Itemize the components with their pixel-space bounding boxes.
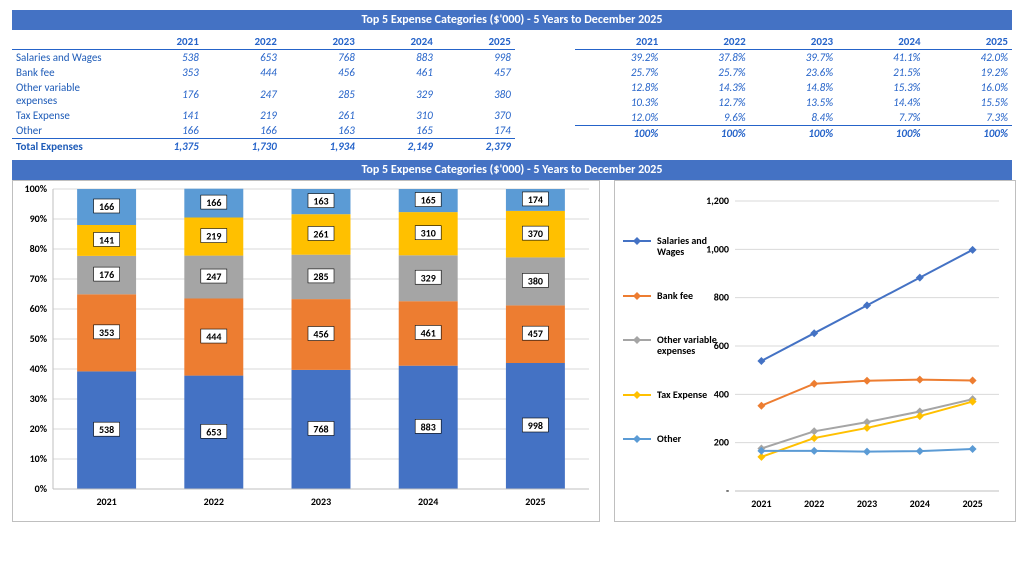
svg-text:400: 400 [714,387,729,400]
svg-text:310: 310 [421,227,436,240]
charts-title: Top 5 Expense Categories ($'000) - 5 Yea… [12,160,1012,180]
svg-text:219: 219 [206,230,221,243]
svg-text:165: 165 [421,194,436,207]
table-row: Salaries and Wages538653768883998 [12,50,515,66]
svg-text:2023: 2023 [311,495,331,508]
svg-text:2021: 2021 [751,497,771,510]
svg-text:60%: 60% [30,302,48,315]
svg-text:Tax Expense: Tax Expense [657,388,707,401]
svg-text:800: 800 [714,291,729,304]
svg-text:370: 370 [528,227,543,240]
table-row: 12.8%14.3%14.8%15.3%16.0% [575,80,1012,95]
svg-text:30%: 30% [30,392,48,405]
table-row: 25.7%25.7%23.6%21.5%19.2% [575,65,1012,80]
svg-text:166: 166 [206,196,221,209]
svg-text:Wages: Wages [657,245,684,258]
svg-text:100%: 100% [25,182,48,195]
table-row: 10.3%12.7%13.5%14.4%15.5% [575,95,1012,110]
table-row: Tax Expense141219261310370 [12,108,515,123]
svg-text:538: 538 [99,423,114,436]
svg-text:90%: 90% [30,212,48,225]
svg-text:2025: 2025 [525,495,545,508]
svg-text:768: 768 [313,422,328,435]
table-row: Bank fee353444456461457 [12,65,515,80]
svg-text:261: 261 [313,227,328,240]
svg-text:40%: 40% [30,362,48,375]
svg-text:166: 166 [99,200,114,213]
summary-tables: 20212022202320242025 Salaries and Wages5… [12,34,1012,154]
svg-text:2022: 2022 [204,495,224,508]
table-row: 12.0%9.6%8.4%7.7%7.3% [575,110,1012,126]
svg-text:2025: 2025 [962,497,982,510]
svg-text:2021: 2021 [96,495,116,508]
svg-text:247: 247 [206,270,221,283]
table-row: 39.2%37.8%39.7%41.1%42.0% [575,50,1012,66]
table-row: Other166166163165174 [12,123,515,139]
svg-text:Other: Other [657,432,682,445]
svg-text:1,000: 1,000 [706,242,729,255]
table-total-row: Total Expenses1,3751,7301,9342,1492,379 [12,139,515,155]
svg-text:380: 380 [528,274,543,287]
svg-text:353: 353 [99,326,114,339]
values-table: 20212022202320242025 Salaries and Wages5… [12,34,515,154]
svg-text:163: 163 [313,195,328,208]
svg-text:2023: 2023 [857,497,877,510]
svg-text:0%: 0% [35,482,48,495]
svg-text:329: 329 [421,271,436,284]
svg-text:883: 883 [421,420,436,433]
svg-text:Bank fee: Bank fee [657,289,693,302]
svg-text:653: 653 [206,425,221,438]
svg-text:10%: 10% [30,452,48,465]
svg-text:174: 174 [528,193,543,206]
svg-text:80%: 80% [30,242,48,255]
svg-text:444: 444 [206,330,221,343]
svg-text:461: 461 [421,326,436,339]
svg-text:expenses: expenses [657,344,695,357]
line-chart: -2004006008001,0001,20020212022202320242… [614,180,1016,522]
svg-text:20%: 20% [30,422,48,435]
table-row: Other variable expenses176247285329380 [12,80,515,108]
svg-text:141: 141 [99,233,114,246]
svg-text:-: - [726,484,729,497]
svg-text:176: 176 [99,268,114,281]
svg-text:457: 457 [528,327,543,340]
stacked-bar-chart: 0% 10% 20% 30% 40% 50% 60% 70% 80% 90% 100% 538 353 1… [12,180,600,522]
svg-text:2024: 2024 [910,497,930,510]
report-title: Top 5 Expense Categories ($'000) - 5 Yea… [12,10,1012,30]
svg-text:2022: 2022 [804,497,824,510]
svg-text:70%: 70% [30,272,48,285]
svg-text:998: 998 [528,419,543,432]
percent-table: 20212022202320242025 39.2%37.8%39.7%41.1… [575,34,1012,141]
table-total-row: 100%100%100%100%100% [575,126,1012,142]
svg-text:200: 200 [714,436,729,449]
svg-text:2024: 2024 [418,495,438,508]
svg-text:1,200: 1,200 [706,194,729,207]
svg-text:50%: 50% [30,332,48,345]
svg-text:456: 456 [313,328,328,341]
svg-text:285: 285 [313,270,328,283]
